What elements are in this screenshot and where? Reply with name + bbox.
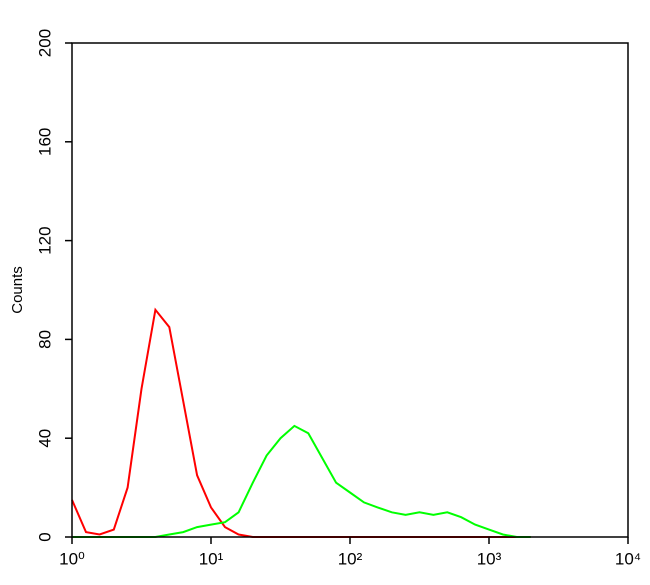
- x-tick-label: 10⁰: [59, 549, 85, 568]
- x-tick-label: 10³: [477, 549, 502, 568]
- x-tick-label: 10²: [338, 549, 363, 568]
- y-tick-label: 120: [35, 226, 54, 254]
- histogram-line: [71, 307, 531, 538]
- y-tick-label: 0: [35, 532, 54, 541]
- x-tick-label: 10¹: [199, 549, 224, 568]
- y-tick-label: 80: [35, 330, 54, 349]
- x-tick-label: 10⁴: [615, 549, 641, 568]
- y-tick-label: 40: [35, 429, 54, 448]
- y-axis-label: Counts: [9, 266, 26, 314]
- plot-frame: [71, 42, 629, 538]
- y-tick-label: 200: [35, 29, 54, 57]
- y-tick-label: 160: [35, 128, 54, 156]
- histogram-line: [72, 424, 531, 538]
